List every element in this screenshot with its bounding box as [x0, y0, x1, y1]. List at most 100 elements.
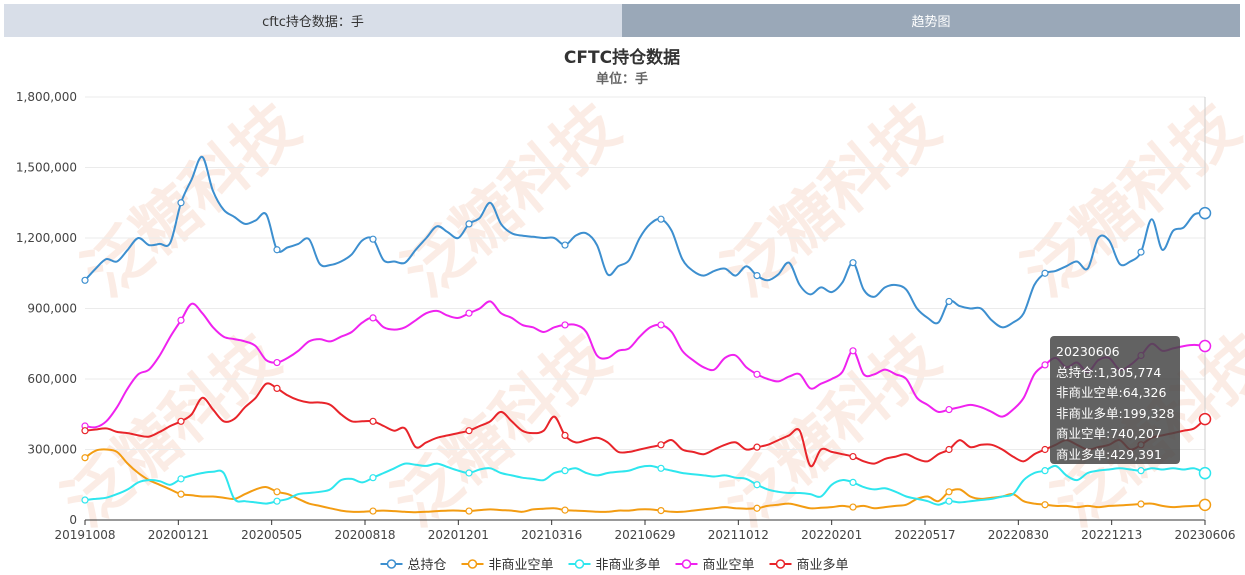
- y-tick-label: 1,200,000: [16, 231, 77, 245]
- data-point: [81, 496, 89, 504]
- x-tick-label: 20200121: [148, 528, 209, 542]
- series-line: [84, 448, 1206, 514]
- data-point: [465, 507, 473, 515]
- data-point: [849, 478, 857, 486]
- data-point: [1137, 467, 1145, 475]
- data-point: [753, 272, 761, 280]
- y-tick-label: 1,500,000: [16, 161, 77, 175]
- data-point: [465, 309, 473, 317]
- x-tick-label: 20200818: [334, 528, 395, 542]
- y-tick-label: 900,000: [27, 302, 77, 316]
- legend-label: 非商业多单: [596, 557, 661, 573]
- data-point-highlight: [1198, 339, 1212, 353]
- data-point: [657, 507, 665, 515]
- y-tick-label: 1,800,000: [16, 90, 77, 104]
- data-point: [369, 474, 377, 482]
- data-point: [81, 427, 89, 435]
- legend-marker: [775, 559, 786, 569]
- tab-cftc-data[interactable]: cftc持仓数据：手: [4, 4, 622, 37]
- tab-trend-chart[interactable]: 趋势图: [622, 4, 1240, 37]
- data-point: [81, 454, 89, 462]
- data-point: [1137, 500, 1145, 508]
- data-point: [177, 490, 185, 498]
- series-line: [84, 300, 1206, 429]
- data-point: [465, 220, 473, 228]
- legend-label: 商业多单: [797, 557, 849, 573]
- data-point: [753, 443, 761, 451]
- data-point: [273, 497, 281, 505]
- data-point: [1041, 361, 1049, 369]
- data-point: [561, 321, 569, 329]
- series-line: [84, 382, 1206, 468]
- x-tick-label: 20201201: [428, 528, 489, 542]
- x-tick-label: 20221213: [1081, 528, 1142, 542]
- legend-marker: [386, 559, 397, 569]
- x-tick-label: 20210629: [614, 528, 675, 542]
- x-tick-label: 20220201: [801, 528, 862, 542]
- tooltip-row: 商业多单:429,391: [1056, 446, 1162, 462]
- x-tick-label: 20220517: [894, 528, 955, 542]
- data-point: [369, 314, 377, 322]
- tooltip-row: 商业空单:740,207: [1056, 426, 1162, 441]
- data-point: [273, 384, 281, 392]
- data-tooltip: 20230606 总持仓:1,305,774 非商业空单:64,326 非商业多…: [1050, 336, 1180, 464]
- data-point: [369, 235, 377, 243]
- data-point: [561, 506, 569, 514]
- series-line: [84, 462, 1206, 506]
- chart-title: CFTC持仓数据: [564, 47, 680, 68]
- legend-label: 商业空单: [703, 558, 755, 573]
- data-point-highlight: [1198, 206, 1212, 220]
- data-point: [753, 504, 761, 512]
- data-point: [753, 481, 761, 489]
- data-point: [657, 441, 665, 449]
- data-point: [273, 488, 281, 496]
- data-point: [369, 507, 377, 515]
- data-point: [945, 297, 953, 306]
- data-point: [177, 417, 185, 425]
- data-point: [273, 246, 281, 254]
- data-point: [945, 488, 953, 496]
- data-point: [465, 427, 473, 435]
- x-tick-label: 20220830: [988, 528, 1049, 542]
- data-point-highlight: [1198, 498, 1212, 512]
- series-line: [84, 155, 1206, 329]
- data-point: [1137, 248, 1145, 256]
- data-point: [753, 370, 761, 378]
- x-tick-label: 20211012: [708, 528, 769, 542]
- data-point: [657, 464, 665, 472]
- x-tick-label: 20210316: [521, 528, 582, 542]
- x-tick-label: 20230606: [1174, 528, 1235, 542]
- data-point: [1041, 269, 1049, 277]
- data-point: [1041, 467, 1049, 475]
- data-point: [657, 215, 665, 223]
- data-point: [465, 469, 473, 477]
- x-tick-label: 20200505: [241, 528, 302, 542]
- tab-bar: cftc持仓数据：手 趋势图: [4, 4, 1240, 37]
- data-point-highlight: [1198, 466, 1212, 480]
- data-point: [1041, 445, 1049, 454]
- data-point: [849, 259, 857, 267]
- legend-marker: [467, 559, 478, 569]
- data-point: [81, 276, 89, 284]
- data-point: [945, 497, 953, 505]
- data-point: [849, 503, 857, 511]
- data-point: [177, 316, 185, 324]
- data-point: [177, 199, 185, 207]
- tooltip-row: 总持仓:1,305,774: [1056, 364, 1162, 380]
- legend-label: 非商业空单: [489, 558, 554, 573]
- y-tick-label: 600,000: [27, 372, 77, 386]
- data-point: [945, 405, 953, 414]
- legend-marker: [681, 559, 692, 569]
- data-point-highlight: [1198, 412, 1212, 426]
- legend-label: 总持仓: [408, 558, 447, 573]
- legend-marker: [574, 559, 585, 569]
- tooltip-date: 20230606: [1056, 344, 1120, 359]
- x-tick-label: 20191008: [54, 528, 115, 542]
- data-point: [945, 445, 953, 454]
- data-point: [177, 475, 185, 483]
- tooltip-row: 非商业多单:199,328: [1056, 405, 1175, 421]
- data-point: [849, 347, 857, 355]
- y-tick-label: 0: [69, 513, 77, 527]
- data-point: [1041, 501, 1049, 509]
